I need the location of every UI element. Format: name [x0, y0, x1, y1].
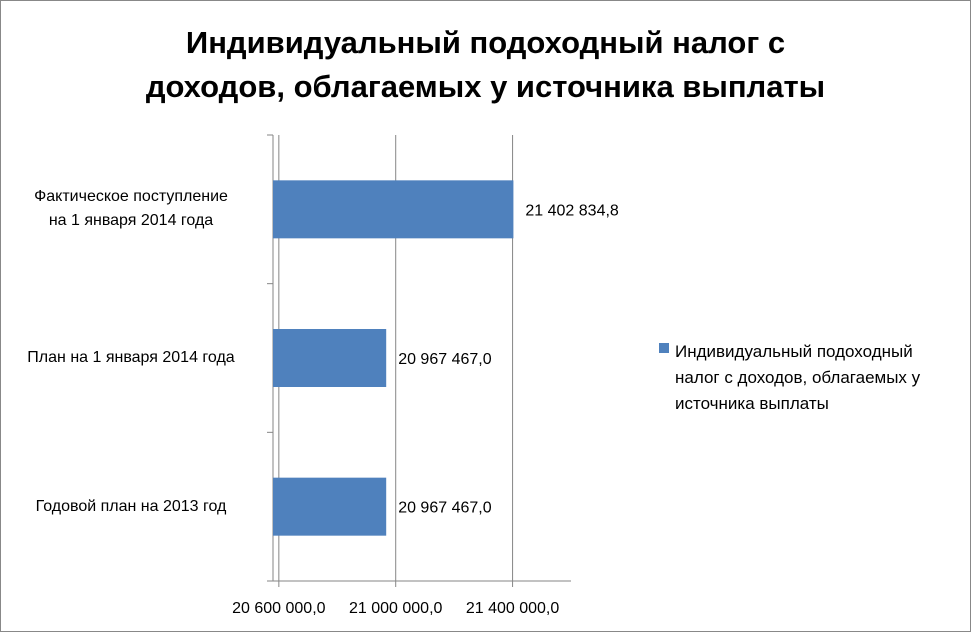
bar — [273, 180, 514, 239]
legend-swatch — [659, 343, 669, 353]
value-label: 20 967 467,0 — [398, 500, 492, 517]
chart-title: Индивидуальный подоходный налог с доходо… — [145, 25, 826, 104]
x-tick-label: 21 400 000,0 — [466, 600, 560, 617]
y-tick-label: Фактическое поступление на 1 января 2014… — [34, 188, 228, 230]
y-tick-label: План на 1 января 2014 года — [27, 349, 235, 366]
bar — [273, 477, 387, 536]
x-tick-label: 21 000 000,0 — [349, 600, 443, 617]
value-label: 21 402 834,8 — [525, 202, 619, 219]
x-tick-label: 20 600 000,0 — [232, 600, 326, 617]
y-tick-label: Годовой план на 2013 год — [35, 497, 227, 515]
legend-label: Индивидуальный подоходный налог с доходо… — [675, 342, 921, 413]
value-label: 20 967 467,0 — [398, 351, 492, 368]
bar — [273, 329, 387, 387]
